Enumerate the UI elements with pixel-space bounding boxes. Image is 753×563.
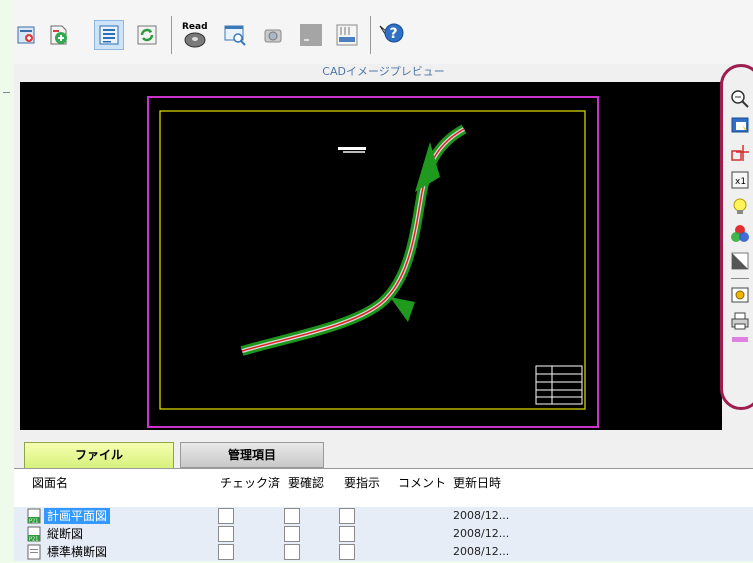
table-row[interactable]: 標準横断図 2008/12... — [14, 543, 753, 561]
header-needs-review[interactable]: 要確認 — [288, 476, 325, 490]
drawing-label — [338, 147, 366, 153]
checked-checkbox[interactable] — [218, 526, 234, 542]
print-button[interactable] — [729, 311, 751, 333]
cad-drawing — [147, 96, 599, 428]
needs-instruction-checkbox[interactable] — [339, 544, 355, 560]
needs-review-checkbox[interactable] — [284, 526, 300, 542]
color-icon — [730, 224, 750, 247]
read-disk-icon: Read — [180, 20, 210, 50]
table-row[interactable]: P21 計画平面図 2008/12... — [14, 507, 753, 525]
header-drawing-name[interactable]: 図面名 — [32, 476, 69, 490]
blank-icon — [299, 23, 323, 47]
side-toolbar-indicator — [731, 337, 748, 342]
print-preview-icon — [16, 24, 38, 46]
list-view-button[interactable] — [94, 20, 124, 50]
bulb-icon — [730, 197, 750, 220]
title-block — [535, 365, 583, 405]
drawing-file-list: 図面名 チェック済 要確認 要指示 コメント 更新日時 P21 計画平面図 20… — [14, 468, 753, 561]
row-updated-at: 2008/12... — [453, 509, 510, 522]
tab-management-items[interactable]: 管理項目 — [180, 442, 324, 468]
header-needs-instruction[interactable]: 要指示 — [344, 476, 381, 490]
left-strip — [0, 0, 14, 560]
toolbar-separator — [171, 16, 172, 54]
left-strip-tick — [3, 92, 10, 93]
row-file-name: 計画平面図 — [44, 508, 111, 524]
help-icon: ? — [377, 21, 405, 49]
preview-title: CADイメージプレビュー — [322, 65, 445, 78]
tab-bar: ファイル 管理項目 — [14, 432, 753, 470]
tab-file[interactable]: ファイル — [24, 442, 174, 470]
list-view-icon — [98, 24, 120, 46]
checked-checkbox[interactable] — [218, 508, 234, 524]
fit-window-icon — [730, 116, 750, 139]
svg-text:Read: Read — [182, 22, 208, 32]
camera-icon — [262, 24, 284, 46]
needs-instruction-checkbox[interactable] — [339, 508, 355, 524]
actual-size-icon: x1 — [730, 170, 750, 193]
header-updated-at[interactable]: 更新日時 — [453, 476, 502, 490]
pan-icon — [730, 143, 750, 166]
row-file-name: 縦断図 — [47, 527, 84, 541]
row-file-name: 標準横断図 — [47, 545, 108, 559]
header-comment[interactable]: コメント — [398, 476, 447, 490]
row-updated-at: 2008/12... — [453, 545, 510, 558]
fit-window-button[interactable] — [729, 116, 751, 138]
grayscale-button[interactable] — [729, 251, 751, 273]
list-header: 図面名 チェック済 要確認 要指示 コメント 更新日時 — [14, 469, 753, 493]
road-alignment — [240, 124, 467, 356]
header-checked[interactable]: チェック済 — [220, 476, 281, 490]
search-window-button[interactable] — [220, 20, 250, 50]
add-drawing-icon — [47, 23, 71, 47]
cad-canvas[interactable] — [20, 82, 722, 430]
inner-frame — [159, 110, 586, 410]
toolbar-separator — [370, 16, 371, 54]
export-icon — [730, 284, 750, 307]
p21-file-icon: P21 — [26, 526, 42, 543]
refresh-icon — [136, 24, 158, 46]
svg-text:P21: P21 — [29, 519, 38, 525]
search-window-icon — [223, 23, 247, 47]
checked-checkbox[interactable] — [218, 544, 234, 560]
actual-size-button[interactable]: x1 — [729, 170, 751, 192]
color-button[interactable] — [729, 224, 751, 246]
print-preview-button[interactable] — [12, 20, 42, 50]
main-toolbar: Read ? — [14, 0, 753, 65]
needs-review-checkbox[interactable] — [284, 544, 300, 560]
svg-text:?: ? — [390, 26, 398, 42]
pan-button[interactable] — [729, 143, 751, 165]
camera-button[interactable] — [258, 20, 288, 50]
p21-file-icon: P21 — [26, 508, 42, 525]
read-button[interactable]: Read — [180, 20, 210, 50]
grayscale-icon — [730, 251, 750, 274]
svg-text:x1: x1 — [735, 177, 746, 187]
svg-text:P21: P21 — [29, 537, 38, 543]
refresh-button[interactable] — [132, 20, 162, 50]
help-button[interactable]: ? — [376, 20, 406, 50]
table-row[interactable]: P21 縦断図 2008/12... — [14, 525, 753, 543]
export-button[interactable] — [729, 284, 751, 306]
row-updated-at: 2008/12... — [453, 527, 510, 540]
ruler-button[interactable] — [332, 20, 362, 50]
cad-preview-panel: CADイメージプレビュー — [14, 64, 753, 432]
needs-review-checkbox[interactable] — [284, 508, 300, 524]
bulb-button[interactable] — [729, 197, 751, 219]
file-icon — [26, 544, 42, 560]
blank-button[interactable] — [296, 20, 326, 50]
zoom-button[interactable] — [729, 89, 751, 111]
highlight-ring — [720, 64, 753, 410]
sheet-border — [147, 96, 599, 428]
side-toolbar: x1 — [726, 84, 753, 424]
side-toolbar-separator — [730, 278, 749, 279]
ruler-icon — [335, 23, 359, 47]
needs-instruction-checkbox[interactable] — [339, 526, 355, 542]
print-icon — [730, 311, 750, 334]
zoom-icon — [730, 89, 750, 112]
add-drawing-button[interactable] — [44, 20, 74, 50]
